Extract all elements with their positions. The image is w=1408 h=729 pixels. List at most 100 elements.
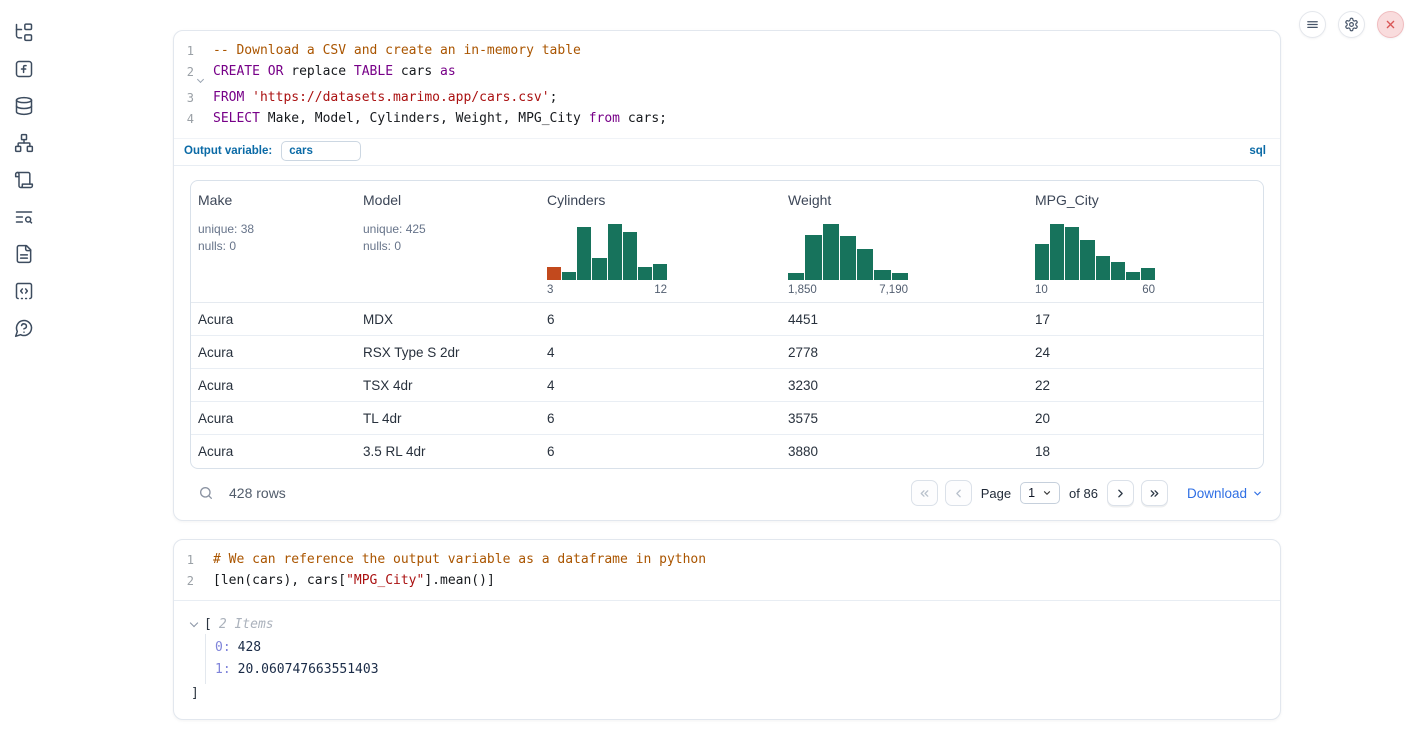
download-label: Download bbox=[1186, 485, 1247, 501]
download-button[interactable]: Download bbox=[1187, 486, 1263, 501]
page-select[interactable]: 1 bbox=[1020, 482, 1061, 504]
line-number: 2 bbox=[186, 64, 194, 79]
table-cell: 24 bbox=[1035, 344, 1051, 360]
table-cell: 3575 bbox=[788, 410, 819, 426]
scroll-icon bbox=[14, 171, 34, 189]
column-header-make[interactable]: Make unique: 38 nulls: 0 bbox=[191, 181, 356, 302]
sidebar-item-documentation[interactable] bbox=[13, 243, 35, 265]
python-cell: 1 # We can reference the output variable … bbox=[173, 539, 1281, 720]
axis-min-label: 1,850 bbox=[788, 284, 817, 296]
histogram-bar bbox=[788, 273, 805, 280]
table-cell: Acura bbox=[198, 344, 234, 360]
list-item: 1: 20.060747663551403 bbox=[215, 659, 1264, 681]
code-line: 1 # We can reference the output variable … bbox=[174, 550, 1280, 571]
topbar-actions bbox=[1299, 11, 1404, 38]
gear-icon bbox=[1345, 17, 1358, 32]
column-header-weight[interactable]: Weight 1,850 7,190 bbox=[781, 181, 1028, 302]
output-variable-input[interactable] bbox=[281, 141, 362, 161]
axis-max-label: 60 bbox=[1142, 284, 1155, 296]
axis-min-label: 10 bbox=[1035, 284, 1048, 296]
sidebar-item-help[interactable] bbox=[13, 317, 35, 339]
column-header-model[interactable]: Model unique: 425 nulls: 0 bbox=[356, 181, 540, 302]
table-cell: 6 bbox=[547, 410, 555, 426]
sidebar-item-scratchpad[interactable] bbox=[13, 169, 35, 191]
histogram-axis: 10 60 bbox=[1035, 284, 1155, 296]
table-cell: 22 bbox=[1035, 377, 1051, 393]
code-line: 3 FROM 'https://datasets.marimo.app/cars.… bbox=[174, 88, 1280, 109]
pagination: Page 1 of 86 Download bbox=[910, 480, 1263, 506]
histogram-bar bbox=[1125, 272, 1140, 280]
menu-icon bbox=[1307, 21, 1318, 28]
histogram-bar bbox=[891, 273, 908, 280]
code-line: 1 -- Download a CSV and create an in-memo… bbox=[174, 41, 1280, 62]
line-number: 2 bbox=[186, 573, 194, 588]
help-icon bbox=[14, 319, 33, 338]
table-cell: Acura bbox=[198, 377, 234, 393]
histogram-bar bbox=[1080, 240, 1095, 280]
table-cell: Acura bbox=[198, 444, 234, 459]
table-cell: Acura bbox=[198, 410, 234, 426]
last-page-button[interactable] bbox=[1140, 480, 1168, 506]
settings-button[interactable] bbox=[1338, 11, 1365, 38]
null-count: nulls: 0 bbox=[198, 238, 237, 253]
menu-button[interactable] bbox=[1299, 11, 1326, 38]
null-count: nulls: 0 bbox=[363, 238, 402, 253]
table-row[interactable]: Acura TSX 4dr 4 3230 22 bbox=[191, 369, 1263, 402]
column-stats: unique: 425 nulls: 0 bbox=[363, 221, 532, 254]
column-title: Make bbox=[198, 192, 233, 208]
first-page-button[interactable] bbox=[910, 480, 938, 506]
column-title: Weight bbox=[788, 192, 832, 208]
histogram-bar bbox=[1035, 244, 1050, 280]
database-icon bbox=[15, 96, 33, 116]
mpg-city-histogram: 10 60 bbox=[1035, 223, 1155, 296]
chevrons-right-icon bbox=[1150, 489, 1159, 497]
close-icon bbox=[1386, 20, 1395, 29]
table-cell: 2778 bbox=[788, 344, 819, 360]
sidebar-item-snippets[interactable] bbox=[13, 280, 35, 302]
sidebar-item-file-tree[interactable] bbox=[13, 21, 35, 43]
tree-entries: 0: 428 1: 20.060747663551403 bbox=[205, 634, 1264, 684]
histogram-bar bbox=[822, 224, 839, 280]
table-cell: 17 bbox=[1035, 311, 1051, 327]
collapse-icon[interactable] bbox=[189, 618, 199, 627]
histogram-bar bbox=[592, 258, 607, 280]
chevron-left-icon bbox=[955, 489, 961, 497]
item-index: 0: bbox=[215, 640, 231, 655]
sidebar-item-datasources[interactable] bbox=[13, 95, 35, 117]
histogram-bar bbox=[805, 235, 822, 280]
prev-page-button[interactable] bbox=[944, 480, 972, 506]
code-line: 4 SELECT Make, Model, Cylinders, Weight, … bbox=[174, 109, 1280, 130]
chevron-down-icon bbox=[1254, 491, 1261, 495]
python-output: [ 2 Items 0: 428 1: 20.060747663551403 ] bbox=[174, 601, 1280, 719]
search-icon[interactable] bbox=[198, 485, 214, 501]
column-header-cylinders[interactable]: Cylinders 3 12 bbox=[540, 181, 781, 302]
next-page-button[interactable] bbox=[1106, 480, 1134, 506]
table-cell: TSX 4dr bbox=[363, 377, 413, 393]
sidebar-item-logs[interactable] bbox=[13, 206, 35, 228]
shutdown-button[interactable] bbox=[1377, 11, 1404, 38]
histogram-bar bbox=[622, 232, 637, 280]
code-line: 2 [len(cars), cars["MPG_City"].mean()] bbox=[174, 571, 1280, 592]
histogram-bar bbox=[1095, 256, 1110, 280]
page-label: Page bbox=[980, 485, 1012, 501]
python-code-editor[interactable]: 1 # We can reference the output variable … bbox=[174, 540, 1280, 601]
histogram-axis: 1,850 7,190 bbox=[788, 284, 908, 296]
logs-search-icon bbox=[15, 211, 33, 224]
fold-icon[interactable] bbox=[196, 75, 205, 83]
table-cell: 6 bbox=[547, 311, 555, 327]
table-cell: 18 bbox=[1035, 444, 1051, 459]
table-row[interactable]: Acura TL 4dr 6 3575 20 bbox=[191, 402, 1263, 435]
column-stats: unique: 38 nulls: 0 bbox=[198, 221, 348, 254]
sidebar-item-functions[interactable] bbox=[13, 58, 35, 80]
histogram-bar bbox=[607, 224, 622, 280]
sidebar-item-dependencies[interactable] bbox=[13, 132, 35, 154]
sql-code-editor[interactable]: 1 -- Download a CSV and create an in-memo… bbox=[174, 31, 1280, 138]
column-header-mpg-city[interactable]: MPG_City 10 60 bbox=[1028, 181, 1263, 302]
axis-max-label: 12 bbox=[654, 284, 667, 296]
table-row[interactable]: Acura 3.5 RL 4dr 6 3880 18 bbox=[191, 435, 1263, 468]
page-total-label: of 86 bbox=[1069, 485, 1098, 501]
histogram-bar bbox=[562, 272, 577, 280]
table-row[interactable]: Acura MDX 6 4451 17 bbox=[191, 303, 1263, 336]
table-row[interactable]: Acura RSX Type S 2dr 4 2778 24 bbox=[191, 336, 1263, 369]
axis-min-label: 3 bbox=[547, 284, 554, 296]
